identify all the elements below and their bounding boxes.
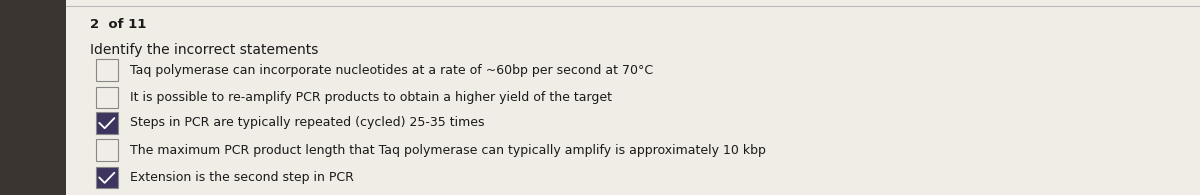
Text: It is possible to re-amplify PCR products to obtain a higher yield of the target: It is possible to re-amplify PCR product… [130,91,612,104]
Text: The maximum PCR product length that Taq polymerase can typically amplify is appr: The maximum PCR product length that Taq … [130,144,766,157]
FancyBboxPatch shape [96,139,118,161]
Text: Taq polymerase can incorporate nucleotides at a rate of ~60bp per second at 70°C: Taq polymerase can incorporate nucleotid… [130,64,653,77]
FancyBboxPatch shape [96,59,118,81]
Bar [0,0,66,195]
FancyBboxPatch shape [96,87,118,108]
FancyBboxPatch shape [96,112,118,134]
FancyBboxPatch shape [96,167,118,188]
Text: Extension is the second step in PCR: Extension is the second step in PCR [130,171,354,184]
Text: 2  of 11: 2 of 11 [90,18,146,31]
Text: Identify the incorrect statements: Identify the incorrect statements [90,43,318,57]
Text: Steps in PCR are typically repeated (cycled) 25-35 times: Steps in PCR are typically repeated (cyc… [130,116,484,129]
